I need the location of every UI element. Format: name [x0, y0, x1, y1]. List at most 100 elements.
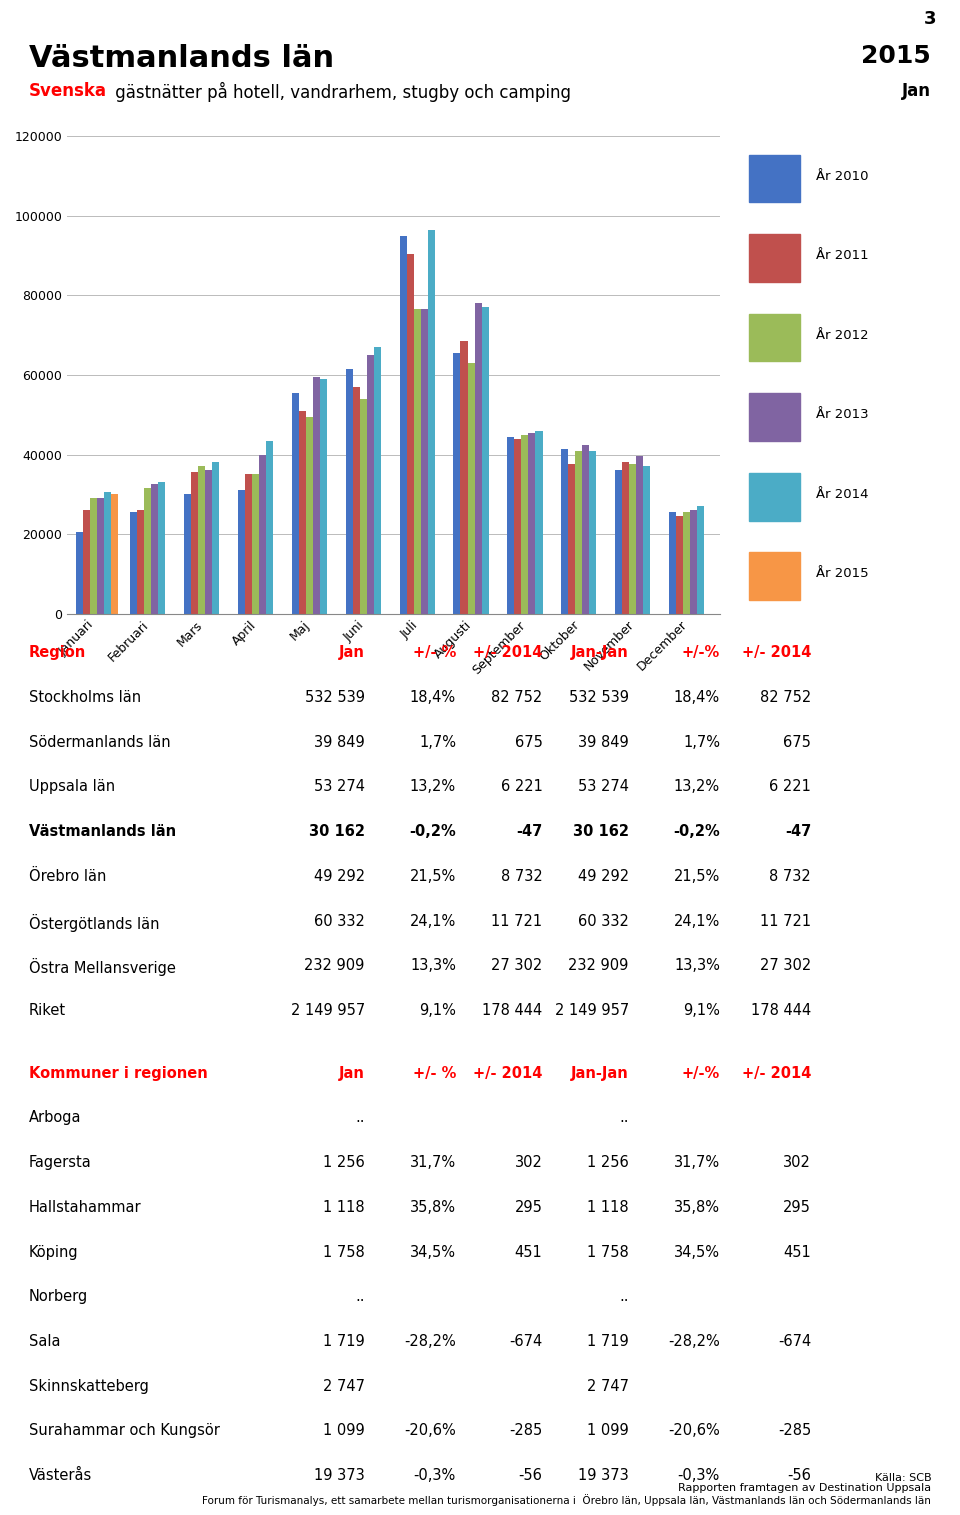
Text: +/- 2014: +/- 2014 [473, 645, 542, 661]
Bar [750, 473, 800, 521]
Text: -674: -674 [509, 1335, 542, 1348]
Text: 21,5%: 21,5% [410, 868, 456, 883]
Text: 1 099: 1 099 [324, 1424, 365, 1438]
Text: 27 302: 27 302 [492, 959, 542, 973]
Bar [259, 454, 266, 614]
Text: 302: 302 [783, 1154, 811, 1170]
Bar [562, 448, 568, 614]
Bar [528, 433, 536, 614]
Bar [515, 439, 521, 614]
Bar [482, 308, 489, 614]
Text: Hallstahammar: Hallstahammar [29, 1200, 141, 1215]
Bar [690, 511, 697, 614]
Bar [521, 435, 528, 614]
Bar [346, 370, 352, 614]
Text: År 2012: År 2012 [816, 329, 869, 342]
Text: Skinnskatteberg: Skinnskatteberg [29, 1379, 149, 1394]
Text: Jan-Jan: Jan-Jan [571, 1067, 629, 1080]
Text: 82 752: 82 752 [492, 691, 542, 704]
Text: ..: .. [619, 1289, 629, 1304]
Text: 302: 302 [515, 1154, 542, 1170]
Bar [643, 467, 651, 614]
Bar [568, 465, 575, 614]
Text: 8 732: 8 732 [501, 868, 542, 883]
Text: Kommuner i regionen: Kommuner i regionen [29, 1067, 207, 1080]
Bar [536, 430, 542, 614]
Bar [212, 462, 219, 614]
Text: 1 118: 1 118 [324, 1200, 365, 1215]
Text: 13,2%: 13,2% [410, 780, 456, 794]
Bar [97, 498, 104, 614]
Text: 9,1%: 9,1% [684, 1003, 720, 1018]
Bar [360, 398, 367, 614]
Text: +/- 2014: +/- 2014 [473, 1067, 542, 1080]
Text: År 2011: År 2011 [816, 248, 869, 262]
Text: Riket: Riket [29, 1003, 66, 1018]
Bar [589, 450, 596, 614]
Text: Köping: Köping [29, 1245, 79, 1259]
Text: 232 909: 232 909 [304, 959, 365, 973]
Text: 1 758: 1 758 [324, 1245, 365, 1259]
Bar [292, 392, 299, 614]
Text: 178 444: 178 444 [482, 1003, 542, 1018]
Bar [453, 353, 461, 614]
Text: 2 747: 2 747 [323, 1379, 365, 1394]
Text: 53 274: 53 274 [314, 780, 365, 794]
Text: 9,1%: 9,1% [420, 1003, 456, 1018]
Text: -20,6%: -20,6% [668, 1424, 720, 1438]
Text: 532 539: 532 539 [305, 691, 365, 704]
Text: 60 332: 60 332 [314, 914, 365, 929]
Text: Södermanlands län: Södermanlands län [29, 735, 171, 750]
Text: ..: .. [355, 1110, 365, 1126]
Text: 1 256: 1 256 [588, 1154, 629, 1170]
Bar [144, 488, 151, 614]
Text: Östra Mellansverige: Östra Mellansverige [29, 959, 176, 976]
Text: -47: -47 [785, 824, 811, 839]
Text: 1,7%: 1,7% [419, 735, 456, 750]
Text: Västerås: Västerås [29, 1468, 92, 1483]
Bar [669, 512, 676, 614]
Bar [76, 532, 83, 614]
Text: +/-%: +/-% [682, 645, 720, 661]
Bar [468, 364, 474, 614]
Text: Sala: Sala [29, 1335, 60, 1348]
Bar [266, 441, 273, 614]
Text: Jan: Jan [339, 1067, 365, 1080]
Text: 1 256: 1 256 [324, 1154, 365, 1170]
Text: År 2010: År 2010 [816, 170, 868, 183]
Text: 1 118: 1 118 [588, 1200, 629, 1215]
Text: 2 149 957: 2 149 957 [291, 1003, 365, 1018]
Text: 6 221: 6 221 [769, 780, 811, 794]
Bar [238, 491, 245, 614]
Text: -47: -47 [516, 824, 542, 839]
Text: 18,4%: 18,4% [674, 691, 720, 704]
Text: 11 721: 11 721 [760, 914, 811, 929]
Text: Stockholms län: Stockholms län [29, 691, 141, 704]
Text: -56: -56 [787, 1468, 811, 1483]
Text: 11 721: 11 721 [492, 914, 542, 929]
Text: -285: -285 [509, 1424, 542, 1438]
Bar [750, 394, 800, 441]
Text: 49 292: 49 292 [578, 868, 629, 883]
Text: 451: 451 [783, 1245, 811, 1259]
Text: Uppsala län: Uppsala län [29, 780, 115, 794]
Text: Västmanlands län: Västmanlands län [29, 824, 176, 839]
Bar [373, 347, 381, 614]
Bar [676, 517, 684, 614]
Text: Källa: SCB: Källa: SCB [875, 1473, 931, 1483]
Text: 34,5%: 34,5% [410, 1245, 456, 1259]
Bar [406, 253, 414, 614]
Bar [313, 377, 320, 614]
Text: -0,2%: -0,2% [409, 824, 456, 839]
Bar [750, 155, 800, 203]
Text: -285: -285 [778, 1424, 811, 1438]
Text: 2 149 957: 2 149 957 [555, 1003, 629, 1018]
Text: 49 292: 49 292 [314, 868, 365, 883]
Bar [420, 309, 427, 614]
Bar [750, 314, 800, 362]
Text: +/- 2014: +/- 2014 [742, 645, 811, 661]
Bar [305, 417, 313, 614]
Text: Jan: Jan [902, 82, 931, 100]
Text: Jan: Jan [339, 645, 365, 661]
Text: 13,2%: 13,2% [674, 780, 720, 794]
